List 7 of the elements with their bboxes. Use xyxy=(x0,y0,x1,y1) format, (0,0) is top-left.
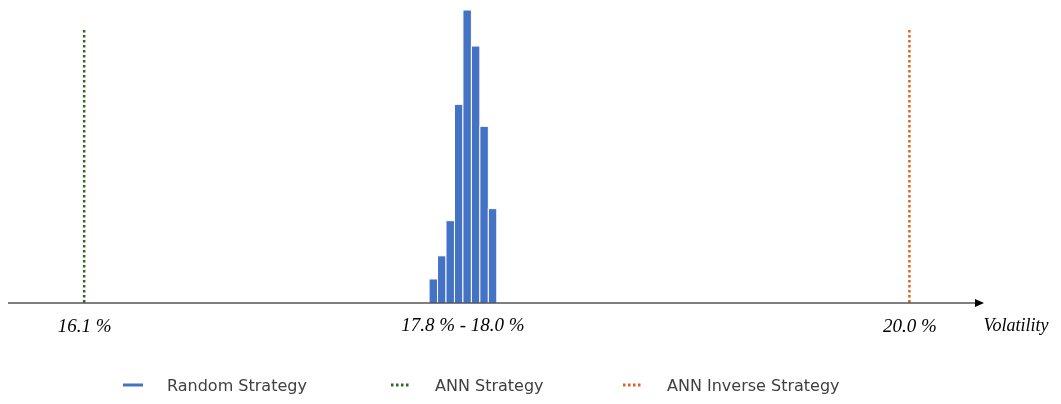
x-tick-label: 16.1 % xyxy=(57,315,112,337)
legend-label: ANN Strategy xyxy=(435,376,544,395)
x-axis-title: Volatility xyxy=(983,315,1049,335)
legend-label: Random Strategy xyxy=(167,376,307,395)
text: 17.8 % - 18.0 % xyxy=(401,314,525,335)
x-tick-label: 20.0 % xyxy=(882,315,937,337)
legend-label: ANN Inverse Strategy xyxy=(667,376,840,395)
